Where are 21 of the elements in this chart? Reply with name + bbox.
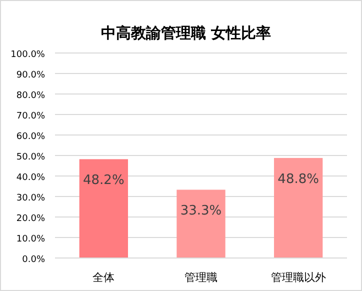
- y-tick-label: 90.0%: [16, 70, 46, 80]
- y-tick-label: 80.0%: [16, 91, 46, 101]
- y-tick-label: 10.0%: [16, 234, 46, 244]
- data-label: 48.2%: [83, 173, 124, 188]
- y-tick-label: 60.0%: [16, 132, 46, 142]
- bar: [176, 190, 226, 258]
- data-label: 48.8%: [278, 172, 319, 187]
- y-tick-label: 100.0%: [10, 50, 46, 60]
- x-tick-label: 管理職以外: [270, 271, 326, 284]
- y-tick-label: 50.0%: [16, 152, 46, 162]
- y-tick-label: 70.0%: [16, 112, 46, 122]
- bar: [274, 158, 323, 258]
- chart-title: 中高教諭管理職 女性比率: [100, 24, 272, 42]
- x-tick-label: 管理職: [184, 271, 218, 284]
- y-tick-label: 30.0%: [16, 194, 46, 204]
- bar: [79, 159, 128, 258]
- x-tick-label: 全体: [92, 271, 115, 284]
- y-tick-label: 0.0%: [22, 255, 46, 265]
- y-tick-label: 40.0%: [16, 173, 46, 183]
- data-label: 33.3%: [180, 204, 222, 219]
- y-tick-label: 20.0%: [16, 214, 46, 224]
